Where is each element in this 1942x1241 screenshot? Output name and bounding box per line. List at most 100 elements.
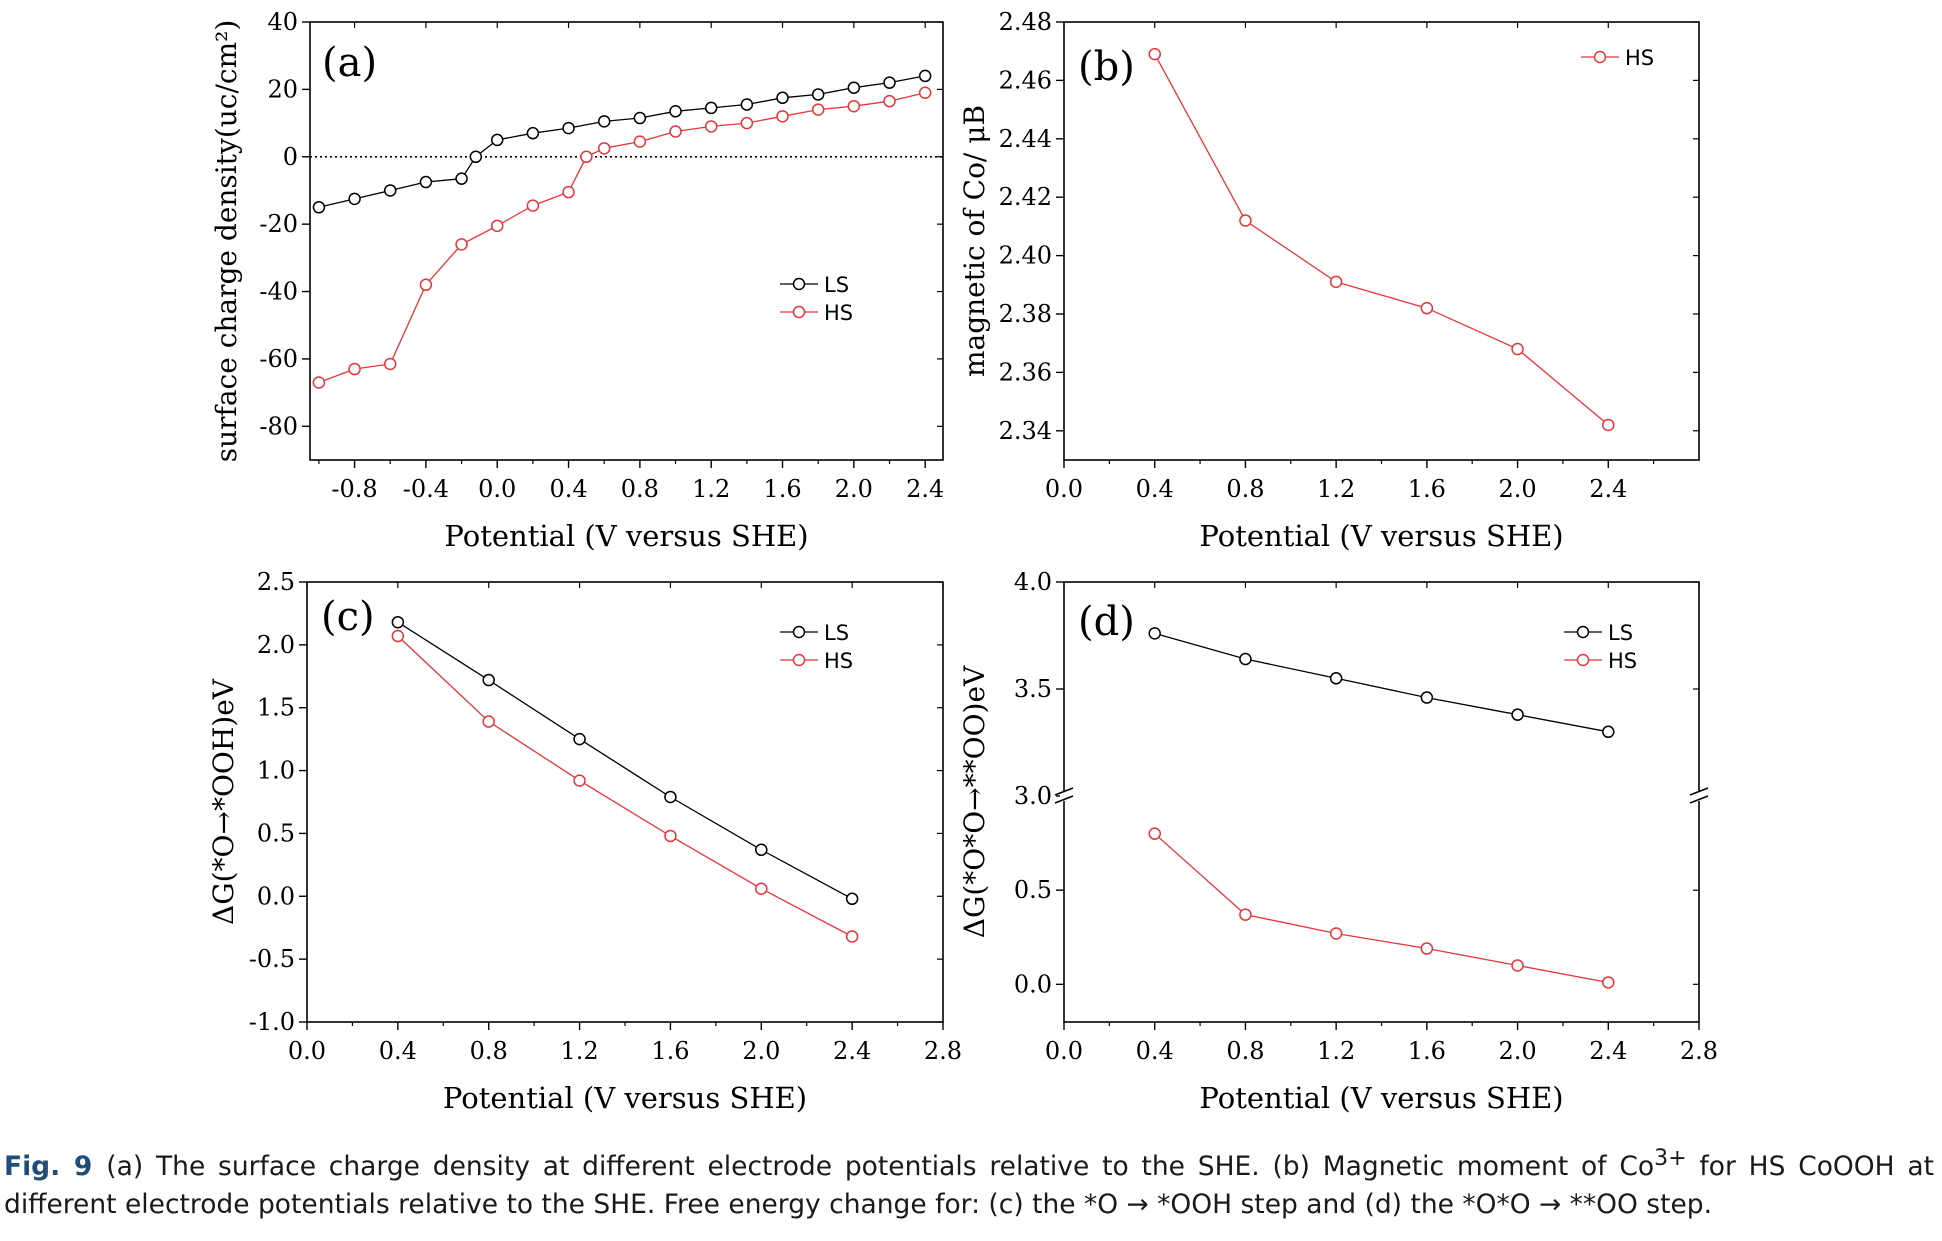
data-point (755, 882, 768, 895)
data-point (811, 88, 825, 101)
legend-marker (792, 625, 806, 639)
caption-superscript: 3+ (1654, 1146, 1687, 1171)
y-axis-label: magnetic of Co/ μB (958, 105, 991, 377)
x-tick-label: 2.4 (833, 1037, 871, 1065)
x-tick-label: 1.2 (1317, 475, 1355, 503)
axis-break-mark-left (1054, 787, 1074, 796)
data-point (597, 142, 611, 155)
data-point (740, 116, 754, 130)
y-tick-label: 0 (283, 143, 298, 171)
data-point (704, 120, 718, 133)
y-tick-label: 2.36 (999, 358, 1052, 386)
data-point (482, 673, 495, 687)
legend-marker (792, 653, 806, 667)
data-point (1420, 942, 1434, 955)
data-point (845, 930, 859, 943)
panel-label: (b) (1078, 44, 1135, 90)
data-point (419, 278, 433, 292)
y-axis-label: ΔG(*O*O→**OO)eV (958, 665, 991, 938)
data-point (918, 86, 932, 100)
y-tick-label: -20 (259, 210, 298, 238)
y-tick-label: 3.0 (1014, 782, 1052, 810)
data-point (383, 357, 397, 371)
data-point (776, 110, 789, 123)
x-tick-label: 2.8 (924, 1037, 962, 1065)
data-point (1602, 725, 1615, 739)
axis-break-mark-left (1054, 795, 1074, 804)
series-line (1154, 53, 1609, 426)
axis-break-mark-right (1689, 787, 1709, 796)
data-point (391, 615, 405, 629)
series-ls (312, 69, 932, 214)
x-tick-label: 2.0 (835, 475, 873, 503)
x-tick-label: 2.0 (1498, 1037, 1536, 1065)
data-point (573, 774, 586, 787)
x-tick-label: 2.8 (1680, 1037, 1718, 1065)
y-axis-label: surface charge density(uc/cm²) (210, 20, 243, 463)
data-point (847, 81, 861, 94)
caption-text-part2: for HS CoOOH at different electrode pote… (4, 1150, 1934, 1220)
x-axis-label: Potential (V versus SHE) (1199, 1081, 1563, 1115)
data-point (1511, 959, 1524, 972)
panel-label: (c) (321, 594, 375, 640)
data-point (883, 94, 896, 108)
panel-label: (a) (322, 40, 377, 86)
y-tick-label: 2.38 (999, 300, 1052, 328)
y-tick-label: 4.0 (1014, 568, 1052, 596)
x-tick-label: 0.4 (1136, 1037, 1174, 1065)
data-point (845, 892, 859, 906)
series-hs (1148, 47, 1615, 432)
data-point (1239, 908, 1252, 921)
x-tick-label: 1.6 (1408, 1037, 1446, 1065)
data-point (633, 111, 647, 125)
legend-label: LS (824, 621, 849, 645)
data-point (633, 135, 647, 148)
data-point (580, 150, 593, 164)
legend-label: LS (824, 273, 849, 297)
axis-break-gap-left (1060, 791, 1070, 801)
data-point (669, 125, 682, 138)
legend-marker (792, 277, 806, 291)
data-point (740, 98, 754, 111)
data-point (490, 219, 504, 233)
legend-label: HS (1608, 649, 1637, 673)
legend-marker (792, 305, 806, 319)
data-point (1239, 214, 1252, 227)
axis-break-mark-right (1689, 795, 1709, 804)
data-point (526, 126, 540, 140)
y-tick-label: 0.0 (1014, 970, 1052, 998)
figure-caption: Fig. 9 (a) The surface charge density at … (4, 1140, 1934, 1224)
x-tick-label: -0.8 (331, 475, 377, 503)
data-point (1329, 672, 1343, 685)
data-point (348, 192, 361, 206)
x-tick-label: 1.2 (692, 475, 730, 503)
series-line (397, 621, 853, 900)
legend-marker (1576, 653, 1590, 667)
data-point (419, 175, 433, 189)
data-point (669, 105, 682, 118)
data-point (1602, 418, 1615, 432)
data-point (847, 99, 861, 113)
data-point (455, 172, 468, 185)
series-line (318, 92, 926, 384)
y-tick-label: 0.0 (257, 882, 295, 910)
data-point (455, 238, 468, 251)
panel-label: (d) (1078, 599, 1135, 645)
data-point (755, 843, 768, 857)
data-point (811, 103, 825, 116)
y-tick-label: -40 (259, 278, 298, 306)
data-point (469, 150, 483, 164)
plot-frame (1063, 581, 1700, 1023)
x-tick-label: 0.4 (379, 1037, 417, 1065)
y-tick-label: 2.48 (999, 8, 1052, 36)
y-tick-label: 1.5 (257, 694, 295, 722)
x-tick-label: 2.4 (1589, 1037, 1627, 1065)
data-point (312, 376, 326, 389)
data-point (1148, 627, 1161, 640)
x-tick-label: 0.8 (621, 475, 659, 503)
legend-marker (1593, 50, 1607, 64)
x-tick-label: 1.6 (1408, 475, 1446, 503)
x-tick-label: 2.4 (1589, 475, 1627, 503)
series-line (397, 635, 853, 938)
y-tick-label: -0.5 (249, 945, 295, 973)
